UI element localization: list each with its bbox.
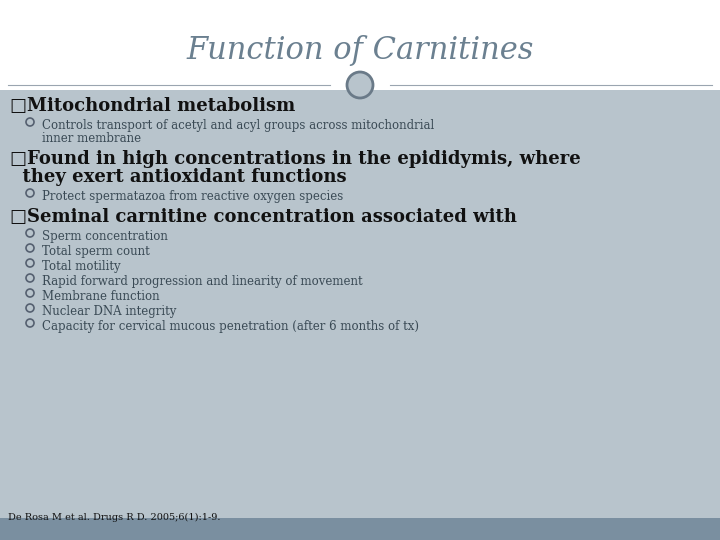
Text: Rapid forward progression and linearity of movement: Rapid forward progression and linearity … [42, 275, 363, 288]
Text: Controls transport of acetyl and acyl groups across mitochondrial: Controls transport of acetyl and acyl gr… [42, 119, 434, 132]
Text: Membrane function: Membrane function [42, 290, 160, 303]
FancyBboxPatch shape [0, 0, 720, 90]
Text: they exert antioxidant functions: they exert antioxidant functions [10, 168, 346, 186]
Circle shape [26, 304, 34, 312]
Text: inner membrane: inner membrane [42, 132, 141, 145]
Circle shape [26, 229, 34, 237]
Circle shape [26, 244, 34, 252]
FancyBboxPatch shape [0, 518, 720, 540]
Text: Total sperm count: Total sperm count [42, 245, 150, 258]
Circle shape [26, 259, 34, 267]
Text: Function of Carnitines: Function of Carnitines [186, 35, 534, 65]
Circle shape [26, 274, 34, 282]
Text: □Found in high concentrations in the epididymis, where: □Found in high concentrations in the epi… [10, 150, 581, 168]
Circle shape [26, 289, 34, 297]
Circle shape [347, 72, 373, 98]
Text: De Rosa M et al. Drugs R D. 2005;6(1):1-9.: De Rosa M et al. Drugs R D. 2005;6(1):1-… [8, 513, 220, 522]
Text: Sperm concentration: Sperm concentration [42, 230, 168, 243]
Circle shape [26, 118, 34, 126]
FancyBboxPatch shape [0, 90, 720, 518]
Circle shape [26, 189, 34, 197]
Text: Protect spermatazoa from reactive oxygen species: Protect spermatazoa from reactive oxygen… [42, 190, 343, 203]
Text: Nuclear DNA integrity: Nuclear DNA integrity [42, 305, 176, 318]
Text: □Seminal carnitine concentration associated with: □Seminal carnitine concentration associa… [10, 208, 517, 226]
Text: □Mitochondrial metabolism: □Mitochondrial metabolism [10, 97, 295, 115]
Text: Total motility: Total motility [42, 260, 121, 273]
Text: Capacity for cervical mucous penetration (after 6 months of tx): Capacity for cervical mucous penetration… [42, 320, 419, 333]
Circle shape [26, 319, 34, 327]
